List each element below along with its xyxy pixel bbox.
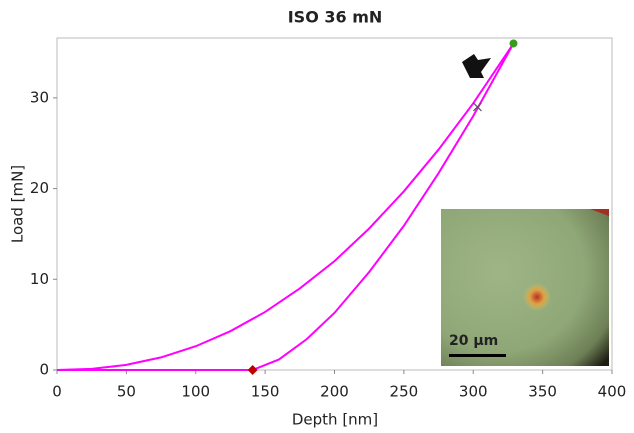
x-axis-label: Depth [nm] xyxy=(292,411,378,429)
marker xyxy=(472,102,482,112)
x-tick-label: 350 xyxy=(528,383,557,401)
x-tick-label: 0 xyxy=(52,383,62,401)
scale-bar-label: 20 µm xyxy=(449,333,498,349)
marker xyxy=(509,39,518,48)
y-axis-label: Load [mN] xyxy=(9,165,27,243)
x-tick-label: 200 xyxy=(320,383,349,401)
x-tick-label: 250 xyxy=(390,383,419,401)
load-curve xyxy=(57,42,515,371)
x-tick-label: 50 xyxy=(117,383,136,401)
marker xyxy=(247,365,258,375)
y-tick-label: 20 xyxy=(30,179,49,197)
y-tick-label: 0 xyxy=(39,361,49,379)
y-tick-label: 10 xyxy=(30,270,49,288)
load-curve xyxy=(56,42,515,371)
arrow xyxy=(462,54,491,78)
x-tick-label: 300 xyxy=(459,383,488,401)
inset-micrograph xyxy=(441,209,609,366)
y-tick-label: 30 xyxy=(30,88,49,106)
chart-title: ISO 36 mN xyxy=(288,8,383,27)
x-tick-label: 100 xyxy=(181,383,210,401)
x-tick-label: 150 xyxy=(251,383,280,401)
x-tick-label: 400 xyxy=(598,383,627,401)
